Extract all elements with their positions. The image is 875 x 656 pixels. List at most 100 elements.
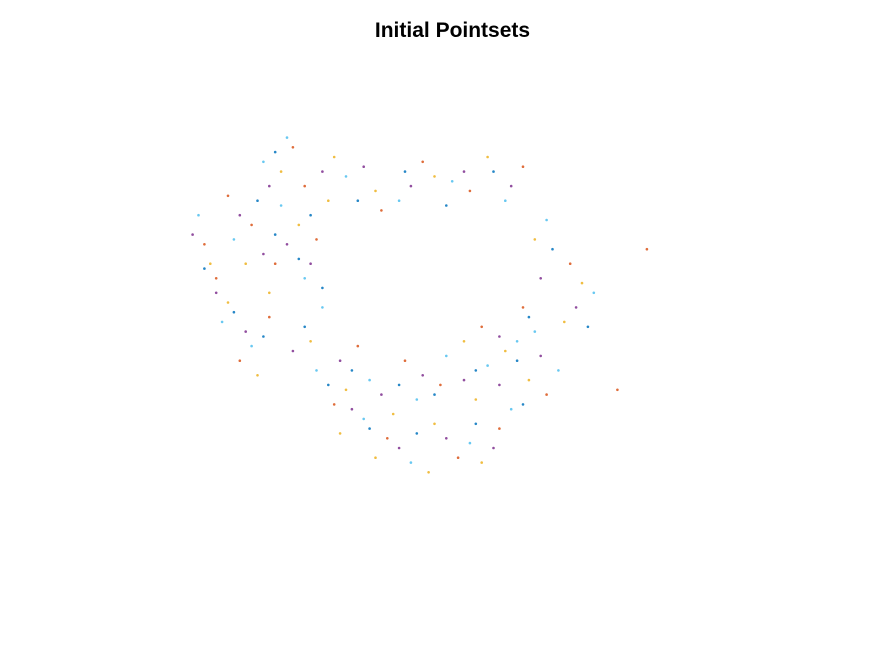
data-point [397,199,401,202]
data-point [279,204,283,207]
data-point [539,354,542,358]
data-point [297,223,301,227]
data-point [509,407,513,411]
data-point [397,446,401,450]
data-point [462,170,466,173]
data-point [545,393,548,396]
data-point [474,369,478,372]
chart-title: Initial Pointsets [374,19,531,42]
point-series-1 [203,146,649,460]
data-point [362,165,366,168]
data-point [309,340,312,343]
data-point [321,170,324,173]
data-point [220,320,224,324]
data-point [380,393,383,396]
data-point [492,170,495,173]
data-point [433,175,436,178]
data-point [214,291,218,295]
data-point [368,378,371,382]
data-point [403,359,407,363]
data-point [480,325,484,329]
data-point [468,441,472,445]
data-point [285,136,289,139]
data-point [303,277,307,280]
data-point [244,262,247,266]
data-point [362,417,366,421]
data-point [480,461,484,464]
data-point [515,340,519,343]
data-point [409,184,413,188]
data-point [327,199,330,202]
data-point [527,378,531,382]
point-series-3 [209,155,584,474]
data-point [273,262,277,266]
data-point [527,315,531,319]
data-point [232,310,236,314]
data-point [380,209,383,212]
data-point [568,262,572,266]
data-point [415,398,419,401]
data-point [586,325,590,329]
data-point [250,344,253,348]
data-point [486,155,489,159]
data-point [214,277,218,280]
data-point [415,432,419,435]
data-point [616,388,619,392]
data-point [539,277,542,280]
data-point [238,213,242,217]
data-point [315,369,318,372]
data-point [439,383,442,387]
data-point [344,388,348,392]
data-point [421,160,425,164]
data-point [456,456,460,460]
data-point [279,170,283,173]
data-point [203,243,206,246]
data-point [321,286,324,290]
data-point [209,262,212,266]
data-point [427,471,430,474]
data-point [421,374,425,377]
data-point [268,315,271,319]
data-point [474,398,478,401]
data-point [315,238,318,241]
data-point [386,437,389,440]
data-point [645,247,649,251]
data-point [232,238,236,241]
data-point [226,301,230,304]
data-point [515,359,519,363]
data-point [327,383,330,387]
data-point [297,257,301,261]
data-point [409,461,413,464]
data-point [445,354,448,358]
data-point [368,427,371,430]
data-point [273,233,277,236]
data-point [356,344,360,348]
data-point [545,218,548,222]
data-point [303,325,307,329]
data-point [262,335,265,338]
data-point [474,422,478,426]
data-point [256,374,259,377]
data-point [250,223,253,227]
data-point [374,189,377,193]
data-point [504,199,507,202]
data-point [268,184,271,188]
data-point [309,262,312,266]
data-point [521,403,525,406]
data-point [592,291,596,295]
data-point [291,349,295,353]
data-point [262,252,265,256]
data-point [557,369,560,372]
data-point [445,204,448,207]
data-point [350,407,354,411]
data-point [521,306,525,309]
data-point [268,291,271,295]
data-point [574,306,578,309]
data-point [462,340,466,343]
data-point [580,281,584,285]
data-point [504,349,507,353]
data-point [332,403,336,406]
data-point [197,213,200,217]
data-point [273,150,277,154]
